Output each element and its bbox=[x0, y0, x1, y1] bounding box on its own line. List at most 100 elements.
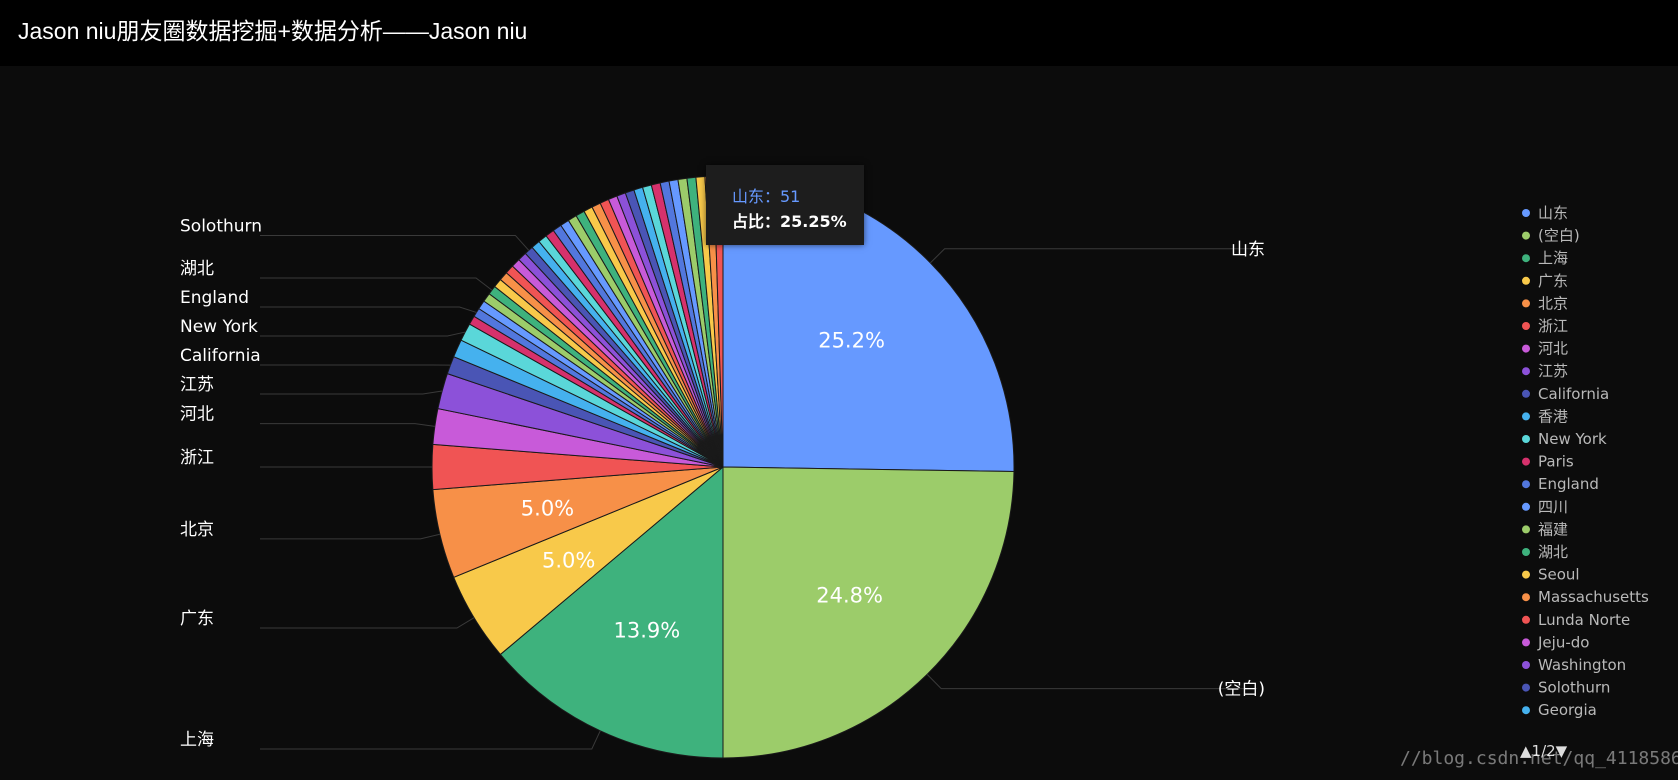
legend-item[interactable]: Georgia bbox=[1522, 701, 1597, 719]
legend-item[interactable]: Massachusetts bbox=[1522, 588, 1649, 606]
legend-pager[interactable]: ▲1/2▼ bbox=[1520, 742, 1568, 760]
watermark: //blog.csdn.net/qq_41185868 bbox=[1400, 748, 1678, 769]
legend-label: Seoul bbox=[1538, 566, 1580, 584]
legend-swatch bbox=[1522, 502, 1530, 511]
legend-item[interactable]: 福建 bbox=[1522, 520, 1568, 538]
pie-slice[interactable] bbox=[722, 466, 1015, 759]
slice-percent-label: 5.0% bbox=[542, 548, 595, 572]
title-bar: Jason niu朋友圈数据挖掘+数据分析——Jason niu bbox=[0, 0, 1678, 64]
legend-label: England bbox=[1538, 475, 1599, 493]
tooltip-value: 山东：51 bbox=[732, 187, 801, 206]
legend-swatch bbox=[1522, 638, 1530, 647]
legend-item[interactable]: Washington bbox=[1522, 656, 1626, 674]
legend-item[interactable]: 香港 bbox=[1522, 407, 1568, 425]
legend-item[interactable]: 湖北 bbox=[1522, 543, 1568, 561]
tooltip-percent: 占比：25.25% bbox=[732, 212, 847, 231]
slice-outer-label: 上海 bbox=[180, 730, 214, 750]
outer-labels-layer: 山东 (空白) Solothurn 湖北 England New York Californ… bbox=[180, 216, 1265, 750]
slice-outer-label: 湖北 bbox=[180, 259, 214, 279]
pie-slice[interactable] bbox=[499, 465, 724, 759]
legend-item[interactable]: 北京 bbox=[1522, 294, 1568, 312]
leader-line bbox=[260, 423, 435, 427]
legend-label: 浙江 bbox=[1538, 317, 1568, 335]
legend-item[interactable]: 山东 bbox=[1522, 204, 1568, 222]
slice-outer-label: 山东 bbox=[1231, 240, 1265, 260]
legend-label: 湖北 bbox=[1538, 543, 1568, 561]
slice-outer-label: 浙江 bbox=[180, 448, 214, 468]
legend-label: Solothurn bbox=[1538, 679, 1610, 697]
leader-line bbox=[260, 533, 440, 540]
leader-line bbox=[926, 674, 1257, 690]
legend-label: 江苏 bbox=[1538, 362, 1568, 380]
legend-label: Washington bbox=[1538, 656, 1626, 674]
legend-item[interactable]: 广东 bbox=[1522, 272, 1568, 290]
legend-label: 四川 bbox=[1538, 498, 1568, 516]
legend-label: (空白) bbox=[1538, 227, 1580, 245]
legend-swatch bbox=[1522, 344, 1530, 353]
pie-chart[interactable]: 25.2% 24.8% 13.9% 5.0% 5.0% 山东 (空白) Solothurn 湖… bbox=[0, 66, 1678, 780]
legend-label: 香港 bbox=[1538, 407, 1568, 425]
legend-label: New York bbox=[1538, 430, 1607, 448]
legend-item[interactable]: 四川 bbox=[1522, 498, 1568, 516]
legend-item[interactable]: Lunda Norte bbox=[1522, 611, 1630, 629]
legend-swatch bbox=[1522, 276, 1530, 285]
legend-item[interactable]: Solothurn bbox=[1522, 679, 1610, 697]
legend-item[interactable]: 浙江 bbox=[1522, 317, 1568, 335]
legend-swatch bbox=[1522, 615, 1530, 624]
slices-layer bbox=[431, 175, 1015, 759]
legend-swatch bbox=[1522, 412, 1530, 421]
legend-label: 北京 bbox=[1538, 294, 1568, 312]
legend-item[interactable]: 河北 bbox=[1522, 340, 1568, 358]
legend-label: Massachusetts bbox=[1538, 588, 1649, 606]
inner-labels-layer: 25.2% 24.8% 13.9% 5.0% 5.0% bbox=[521, 328, 885, 642]
legend-item[interactable]: Seoul bbox=[1522, 566, 1580, 584]
slice-outer-label: England bbox=[180, 288, 249, 308]
legend-item[interactable]: 江苏 bbox=[1522, 362, 1568, 380]
legend-item[interactable]: 上海 bbox=[1522, 249, 1568, 267]
slice-outer-label: California bbox=[180, 346, 261, 366]
legend-swatch bbox=[1522, 209, 1530, 217]
legend-label: 河北 bbox=[1538, 340, 1568, 358]
legend-label: Lunda Norte bbox=[1538, 611, 1630, 629]
leader-line bbox=[260, 390, 443, 395]
slice-outer-label: New York bbox=[180, 317, 258, 337]
legend-item[interactable]: Paris bbox=[1522, 453, 1574, 471]
leader-line bbox=[260, 234, 530, 251]
legend-swatch bbox=[1522, 254, 1530, 263]
slice-outer-label: 河北 bbox=[180, 405, 214, 425]
legend-item[interactable]: California bbox=[1522, 385, 1609, 403]
slice-outer-label: 北京 bbox=[180, 520, 214, 540]
legend-item[interactable]: England bbox=[1522, 475, 1599, 493]
slice-percent-label: 13.9% bbox=[614, 619, 681, 643]
slice-outer-label: Solothurn bbox=[180, 216, 262, 236]
legend-label: California bbox=[1538, 385, 1609, 403]
slice-percent-label: 25.2% bbox=[818, 328, 885, 352]
legend-label: Paris bbox=[1538, 453, 1574, 471]
legend-swatch bbox=[1522, 570, 1530, 579]
legend-label: 山东 bbox=[1538, 204, 1568, 222]
page-title: Jason niu朋友圈数据挖掘+数据分析——Jason niu bbox=[18, 18, 528, 44]
leader-line bbox=[260, 331, 466, 337]
legend-item[interactable]: (空白) bbox=[1522, 227, 1580, 245]
legend-swatch bbox=[1522, 480, 1530, 489]
leader-line bbox=[260, 617, 475, 629]
slice-outer-label: 广东 bbox=[180, 609, 214, 629]
legend-swatch bbox=[1522, 683, 1530, 692]
chart-panel: 25.2% 24.8% 13.9% 5.0% 5.0% 山东 (空白) Solothurn 湖… bbox=[0, 66, 1678, 780]
legend-swatch bbox=[1522, 593, 1530, 602]
leader-line bbox=[260, 730, 601, 750]
legend-swatch bbox=[1522, 231, 1530, 240]
leader-line bbox=[260, 306, 477, 313]
legend-swatch bbox=[1522, 299, 1530, 308]
legend-item[interactable]: Jeju-do bbox=[1522, 633, 1589, 651]
leader-lines-layer bbox=[260, 234, 1257, 750]
legend-swatch bbox=[1522, 661, 1530, 669]
legend-label: Jeju-do bbox=[1537, 633, 1589, 651]
tooltip: 山东：51 占比：25.25% bbox=[706, 165, 864, 245]
legend-swatch bbox=[1522, 525, 1530, 534]
legend-swatch bbox=[1522, 367, 1530, 376]
legend-swatch bbox=[1522, 435, 1530, 443]
legend-item[interactable]: New York bbox=[1522, 430, 1607, 448]
slice-percent-label: 24.8% bbox=[816, 584, 883, 608]
